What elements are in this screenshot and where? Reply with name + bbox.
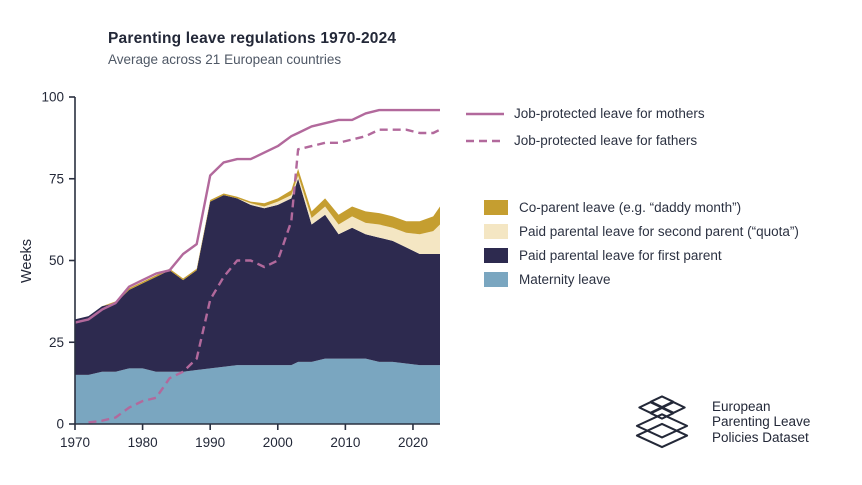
legend-item-coparent: Co-parent leave (e.g. “daddy month”) — [484, 195, 799, 219]
chart-header: Parenting leave regulations 1970-2024 Av… — [108, 30, 396, 67]
legend-item-fathers: Job-protected leave for fathers — [466, 127, 705, 154]
legend-label-quota: Paid parental leave for second parent (“… — [519, 223, 799, 239]
legend-label-maternity: Maternity leave — [519, 271, 611, 287]
x-tick-label: 1970 — [60, 435, 90, 450]
area-maternity-leave — [75, 358, 440, 424]
legend-item-mothers: Job-protected leave for mothers — [466, 100, 705, 127]
coparent-color-swatch — [484, 199, 508, 215]
chart-title: Parenting leave regulations 1970-2024 — [108, 30, 397, 47]
first-parent-color-swatch — [484, 247, 508, 263]
x-tick-label: 1990 — [195, 435, 225, 450]
x-tick-label: 2020 — [398, 435, 428, 450]
y-tick-label: 75 — [49, 171, 64, 186]
legend-item-first-parent: Paid parental leave for first parent — [484, 243, 799, 267]
chart-subtitle: Average across 21 European countries — [108, 52, 342, 67]
line-legend: Job-protected leave for mothers Job-prot… — [466, 100, 705, 154]
y-tick-label: 0 — [56, 417, 64, 432]
legend-label-fathers: Job-protected leave for fathers — [514, 133, 698, 148]
dashed-line-swatch — [466, 139, 504, 142]
legend-item-maternity: Maternity leave — [484, 267, 799, 291]
y-tick-label: 25 — [49, 335, 64, 350]
y-axis-label: Weeks — [19, 238, 35, 284]
legend-label-first-parent: Paid parental leave for first parent — [519, 247, 722, 263]
area-legend: Co-parent leave (e.g. “daddy month”) Pai… — [484, 195, 799, 291]
x-tick-label: 1980 — [128, 435, 158, 450]
legend-item-quota: Paid parental leave for second parent (“… — [484, 219, 799, 243]
maternity-color-swatch — [484, 271, 508, 287]
solid-line-swatch — [466, 112, 504, 115]
area-paid-parental-leave-for-first-parent — [75, 178, 440, 375]
x-tick-label: 2010 — [330, 435, 360, 450]
y-tick-label: 100 — [41, 90, 64, 105]
x-tick-label: 2000 — [263, 435, 293, 450]
y-tick-label: 50 — [49, 253, 64, 268]
logo-text-line1: European — [712, 398, 771, 414]
legend-label-coparent: Co-parent leave (e.g. “daddy month”) — [519, 199, 742, 215]
legend-label-mothers: Job-protected leave for mothers — [514, 106, 705, 121]
logo-text-line3: Policies Dataset — [712, 429, 809, 445]
logo-text-line2: Parenting Leave — [712, 414, 811, 430]
dataset-logo: European Parenting Leave Policies Datase… — [626, 394, 810, 450]
line-job-protected-leave-for-mothers — [74, 108, 440, 324]
logo-text: European Parenting Leave Policies Datase… — [712, 399, 810, 446]
line-job-protected-leave-for-fathers — [88, 128, 441, 424]
layered-diamonds-icon — [635, 395, 689, 449]
quota-color-swatch — [484, 223, 508, 239]
